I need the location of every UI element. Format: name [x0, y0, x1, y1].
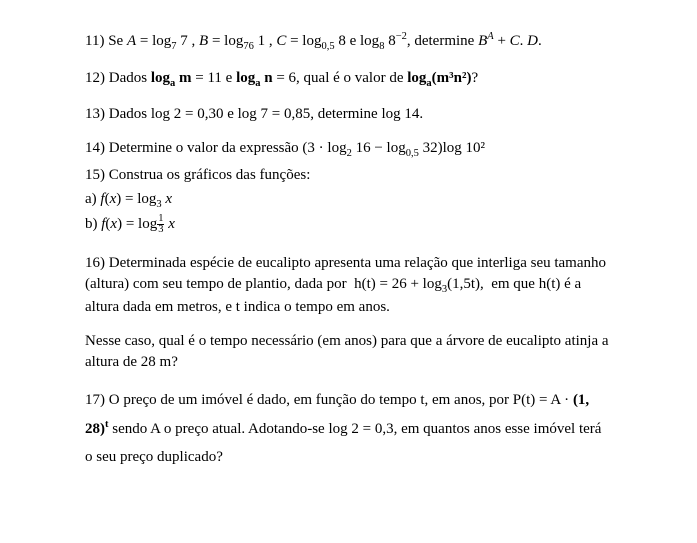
q12-eq2: = 6, qual é o valor de	[273, 70, 408, 86]
q16-p2: Nesse caso, qual é o tempo necessário (e…	[85, 333, 609, 370]
question-12: 12) Dados loga m = 11 e loga n = 6, qual…	[85, 68, 612, 92]
q15b-prefix: b)	[85, 216, 101, 232]
question-16-para2: Nesse caso, qual é o tempo necessário (e…	[85, 331, 612, 373]
q12-logamn: loga(m³n²)	[407, 70, 471, 86]
question-15-header: 15) Construa os gráficos das funções:	[85, 165, 612, 186]
q16-p1: 16) Determinada espécie de eucalipto apr…	[85, 255, 606, 316]
q15a-fx: f	[100, 191, 104, 207]
question-11: 11) Se A = log7 7 , B = log76 1 , C = lo…	[85, 30, 612, 55]
q11-d: D	[527, 33, 538, 49]
q11-cd: C	[510, 33, 520, 49]
q17-line1-pre: 17) O preço de um imóvel é dado, em funç…	[85, 392, 573, 408]
q15b-xarg: x	[168, 216, 175, 232]
q15b-x: x	[110, 216, 117, 232]
q15b-fx: f	[101, 216, 105, 232]
q17-line3: preço duplicado?	[120, 449, 223, 465]
question-15a: a) f(x) = log3 x	[85, 189, 612, 213]
q11-c: C	[276, 33, 286, 49]
question-15b: b) f(x) = log13 x	[85, 214, 612, 235]
q15a-prefix: a)	[85, 191, 100, 207]
q15a-x: x	[110, 191, 117, 207]
q11-b: B	[199, 33, 208, 49]
q12-prefix: 12) Dados	[85, 70, 151, 86]
q15-header: 15) Construa os gráficos das funções:	[85, 167, 310, 183]
question-16-para1: 16) Determinada espécie de eucalipto apr…	[85, 253, 612, 319]
q12-suffix: ?	[472, 70, 479, 86]
q15b-fraction-sub: 13	[157, 214, 164, 234]
question-13: 13) Dados log 2 = 0,30 e log 7 = 0,85, d…	[85, 104, 612, 125]
question-14: 14) Determine o valor da expressão (3 · …	[85, 138, 612, 162]
q12-logan: loga n	[236, 70, 273, 86]
q11-suffix: , determine	[407, 33, 478, 49]
q11-prefix: 11) Se	[85, 33, 127, 49]
q13-text: 13) Dados log 2 = 0,30 e log 7 = 0,85, d…	[85, 106, 423, 122]
q11-result: BA	[478, 33, 494, 49]
q12-eq1: = 11 e	[192, 70, 237, 86]
q11-a: A	[127, 33, 136, 49]
q14-text: 14) Determine o valor da expressão (3 · …	[85, 140, 485, 156]
frac-den: 3	[157, 225, 164, 234]
q12-logam: loga m	[151, 70, 192, 86]
q15a-xarg: x	[165, 191, 172, 207]
question-17: 17) O preço de um imóvel é dado, em funç…	[85, 386, 612, 472]
